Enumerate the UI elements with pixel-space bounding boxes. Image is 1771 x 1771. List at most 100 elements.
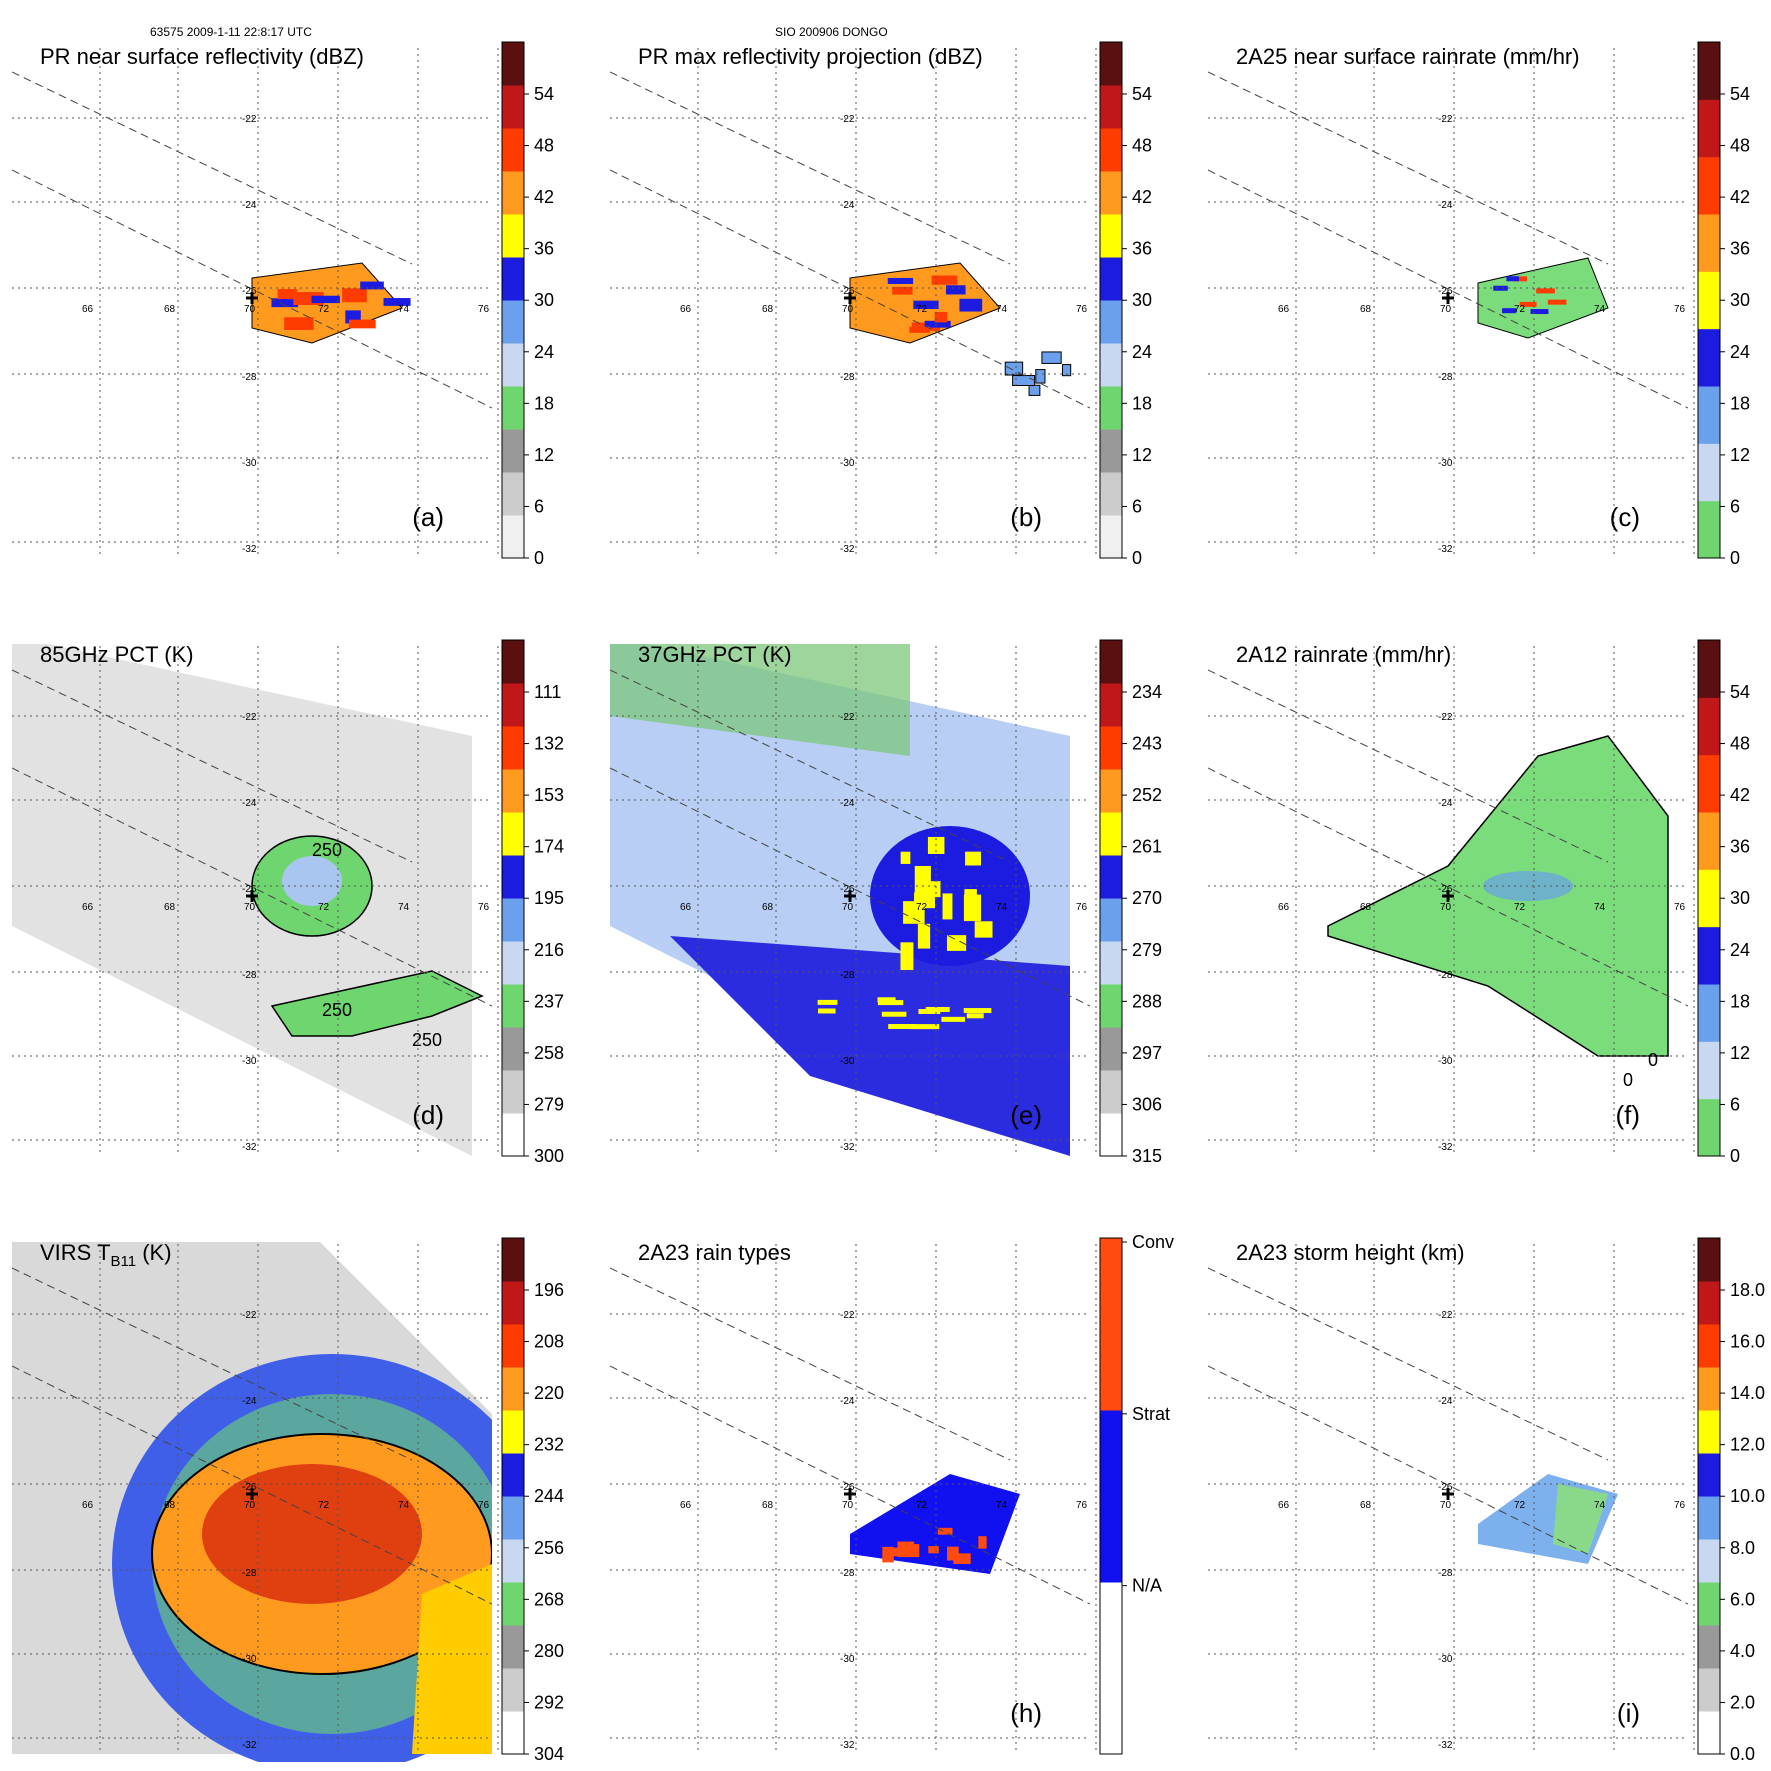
colorbar-tick-label: 300 [534, 1146, 564, 1166]
panel-label: (c) [1610, 502, 1640, 532]
lon-label: 74 [1594, 304, 1606, 315]
colorbar-segment [502, 300, 524, 344]
echo-cell [284, 317, 314, 331]
rain-cell [1502, 308, 1517, 314]
lat-label: -28 [1438, 970, 1453, 981]
colorbar-tick-label: 111 [534, 682, 561, 702]
lon-label: 66 [1278, 1500, 1290, 1511]
lon-label: 72 [1514, 1500, 1526, 1511]
colorbar-tick-label: 48 [1730, 136, 1750, 156]
lat-label: -26 [840, 1482, 855, 1493]
lat-label: -30 [1438, 458, 1453, 469]
lon-label: 72 [318, 1500, 330, 1511]
colorbar-segment [502, 941, 524, 985]
colorbar-segment [1698, 443, 1720, 502]
lat-label: -22 [840, 114, 855, 125]
colorbar-tick-label: 306 [1132, 1094, 1162, 1114]
colorbar-segment [502, 1367, 524, 1411]
lon-label: 72 [318, 902, 330, 913]
colorbar-tick-label: 42 [1730, 187, 1750, 207]
lat-label: -28 [1438, 1568, 1453, 1579]
colorbar-tick-label: 24 [1132, 342, 1152, 362]
colorbar-segment [502, 1496, 524, 1540]
panel-title: 85GHz PCT (K) [40, 642, 194, 667]
colorbar-tick-label: 48 [1730, 734, 1750, 754]
colorbar-frame [1099, 1237, 1123, 1755]
panel-title: PR near surface reflectivity (dBZ) [40, 44, 364, 69]
convective-cell [889, 1547, 907, 1557]
lat-label: -22 [840, 712, 855, 723]
colorbar-tick-label: Strat [1132, 1404, 1170, 1424]
echo-cell [311, 295, 340, 304]
lat-label: -24 [242, 1396, 257, 1407]
colorbar-segment [502, 214, 524, 258]
storm-height-low [1553, 1484, 1608, 1554]
colorbar-segment [1100, 683, 1122, 727]
colorbar-tick-label: 36 [1132, 239, 1152, 259]
swath-edge [12, 71, 413, 265]
lon-label: 68 [164, 304, 176, 315]
swath-edge [12, 1365, 492, 1605]
panel-title: 2A23 storm height (km) [1236, 1240, 1465, 1265]
colorbar-tick-label: 14.0 [1730, 1383, 1765, 1403]
convective-cell [937, 1527, 953, 1535]
colorbar-tick-label: N/A [1132, 1576, 1162, 1596]
swath-edge [610, 71, 1011, 265]
lat-label: -28 [1438, 372, 1453, 383]
lat-label: -26 [242, 884, 257, 895]
storm-center-icon [844, 890, 856, 902]
lat-label: -28 [242, 1568, 257, 1579]
colorbar-segment [502, 42, 524, 86]
colorbar-segment [1698, 1238, 1720, 1282]
colorbar-segment [1100, 343, 1122, 387]
colorbar-segment [502, 515, 524, 559]
swath-edge [610, 169, 1090, 409]
rainband-cell [818, 1008, 836, 1014]
colorbar-tick-label: 280 [534, 1641, 564, 1661]
colorbar-segment [502, 683, 524, 727]
colorbar-tick-label: 216 [534, 940, 564, 960]
convective-cell [928, 1546, 939, 1554]
colorbar-tick-label: 18 [1730, 991, 1750, 1011]
lon-label: 70 [1440, 902, 1452, 913]
lon-label: 66 [680, 1500, 692, 1511]
lon-label: 66 [1278, 304, 1290, 315]
colorbar-segment [1100, 1238, 1122, 1411]
lon-label: 68 [164, 1500, 176, 1511]
rainband-cell [877, 1000, 904, 1006]
colorbar-segment [1100, 515, 1122, 559]
lon-label: 68 [1360, 1500, 1372, 1511]
colorbar-tick-label: Conv [1132, 1232, 1174, 1252]
colorbar-segment [502, 855, 524, 899]
colorbar-tick-label: 234 [1132, 682, 1162, 702]
echo-cell [360, 281, 384, 290]
echo-cell [383, 298, 411, 306]
colorbar-segment [1100, 1582, 1122, 1755]
swath-edge [1208, 169, 1688, 409]
swath-edge [1208, 1267, 1609, 1461]
echo-cell [1004, 361, 1024, 376]
rainband-cell [966, 1013, 984, 1019]
colorbar-segment [1698, 42, 1720, 100]
lat-label: -26 [242, 286, 257, 297]
colorbar-tick-label: 36 [534, 239, 554, 259]
colorbar-segment [1100, 812, 1122, 856]
colorbar-tick-label: 288 [1132, 991, 1162, 1011]
swath-edge [610, 669, 1011, 863]
colorbar-tick-label: 4.0 [1730, 1641, 1755, 1661]
lat-label: -22 [242, 712, 257, 723]
echo-cell [959, 298, 983, 312]
colorbar-segment [1100, 1027, 1122, 1071]
colorbar-segment [1100, 898, 1122, 942]
stratiform-area [850, 1474, 1020, 1574]
swath-edge [610, 1267, 1011, 1461]
lon-label: 70 [244, 1500, 256, 1511]
lat-label: -32 [1438, 1142, 1453, 1153]
lon-label: 70 [244, 304, 256, 315]
colorbar-segment [502, 171, 524, 215]
colorbar-tick-label: 279 [1132, 940, 1162, 960]
convective-cell [902, 1544, 920, 1558]
colorbar-segment [1698, 328, 1720, 387]
colorbar-tick-label: 30 [1730, 290, 1750, 310]
